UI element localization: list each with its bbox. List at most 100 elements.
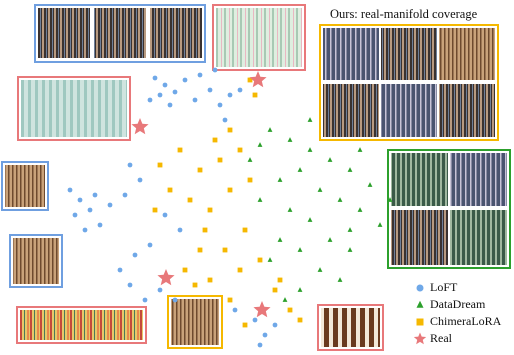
point bbox=[253, 301, 271, 318]
point bbox=[77, 197, 83, 203]
point bbox=[87, 207, 93, 213]
point bbox=[252, 92, 258, 98]
point bbox=[267, 127, 273, 132]
legend-label: LoFT bbox=[430, 280, 458, 294]
point bbox=[172, 89, 178, 95]
legend-marker bbox=[416, 300, 424, 308]
point bbox=[367, 182, 373, 187]
point bbox=[242, 322, 248, 328]
point bbox=[197, 72, 203, 78]
point bbox=[182, 77, 188, 83]
point bbox=[277, 277, 283, 283]
point bbox=[222, 117, 228, 123]
point bbox=[147, 97, 153, 103]
legend-label: Real bbox=[430, 331, 453, 345]
point bbox=[107, 202, 113, 208]
point bbox=[177, 227, 183, 233]
point bbox=[237, 87, 243, 93]
point bbox=[257, 257, 263, 263]
point bbox=[297, 287, 303, 292]
point bbox=[272, 287, 278, 293]
point bbox=[227, 187, 233, 193]
point bbox=[262, 332, 268, 338]
point bbox=[217, 157, 223, 163]
point bbox=[127, 162, 133, 168]
point bbox=[152, 75, 158, 81]
point bbox=[212, 67, 218, 73]
point bbox=[152, 207, 158, 213]
point bbox=[387, 197, 393, 202]
point bbox=[227, 92, 233, 98]
point bbox=[92, 192, 98, 198]
point bbox=[307, 217, 313, 222]
point bbox=[297, 247, 303, 252]
point bbox=[317, 267, 323, 272]
point bbox=[257, 197, 263, 202]
point bbox=[202, 227, 208, 233]
caption: Ours: real-manifold coverage bbox=[330, 7, 478, 21]
point bbox=[97, 222, 103, 228]
point bbox=[237, 147, 243, 153]
point bbox=[377, 222, 383, 227]
point bbox=[317, 187, 323, 192]
point bbox=[249, 71, 267, 88]
point bbox=[82, 227, 88, 233]
point bbox=[147, 242, 153, 248]
point bbox=[122, 192, 128, 198]
point bbox=[297, 317, 303, 323]
legend-marker bbox=[416, 318, 424, 326]
point bbox=[277, 237, 283, 242]
point bbox=[131, 118, 149, 135]
point bbox=[157, 287, 163, 293]
legend-marker bbox=[416, 284, 424, 292]
point bbox=[247, 157, 253, 162]
point bbox=[187, 197, 193, 203]
point bbox=[212, 137, 218, 143]
point bbox=[282, 297, 288, 302]
point bbox=[72, 212, 78, 218]
legend-label: ChimeraLoRA bbox=[430, 314, 502, 328]
point bbox=[287, 207, 293, 212]
point bbox=[297, 167, 303, 172]
point bbox=[287, 307, 293, 313]
point bbox=[347, 167, 353, 172]
legend-marker bbox=[413, 332, 427, 345]
point bbox=[347, 247, 353, 252]
point bbox=[357, 207, 363, 212]
point bbox=[257, 342, 263, 348]
point bbox=[347, 227, 353, 232]
point bbox=[177, 147, 183, 153]
point bbox=[132, 252, 138, 258]
point bbox=[192, 282, 198, 288]
legend-label: DataDream bbox=[430, 297, 486, 311]
point bbox=[337, 197, 343, 202]
point bbox=[327, 237, 333, 242]
insets bbox=[1, 4, 511, 351]
point bbox=[327, 157, 333, 162]
point bbox=[277, 177, 283, 182]
point bbox=[167, 102, 173, 108]
point bbox=[207, 87, 213, 93]
point bbox=[227, 127, 233, 133]
point bbox=[272, 322, 278, 328]
point bbox=[157, 92, 163, 98]
point bbox=[142, 297, 148, 303]
point bbox=[182, 267, 188, 273]
point bbox=[357, 147, 363, 152]
point bbox=[167, 187, 173, 193]
point bbox=[307, 117, 313, 122]
point bbox=[157, 269, 175, 286]
point bbox=[157, 162, 163, 168]
point bbox=[117, 267, 123, 273]
point bbox=[242, 227, 248, 233]
point bbox=[337, 277, 343, 282]
point bbox=[207, 277, 213, 283]
point bbox=[237, 267, 243, 273]
point bbox=[247, 77, 253, 83]
point bbox=[162, 82, 168, 88]
point bbox=[252, 317, 258, 323]
point bbox=[67, 187, 73, 193]
point bbox=[192, 97, 198, 103]
point bbox=[197, 167, 203, 173]
